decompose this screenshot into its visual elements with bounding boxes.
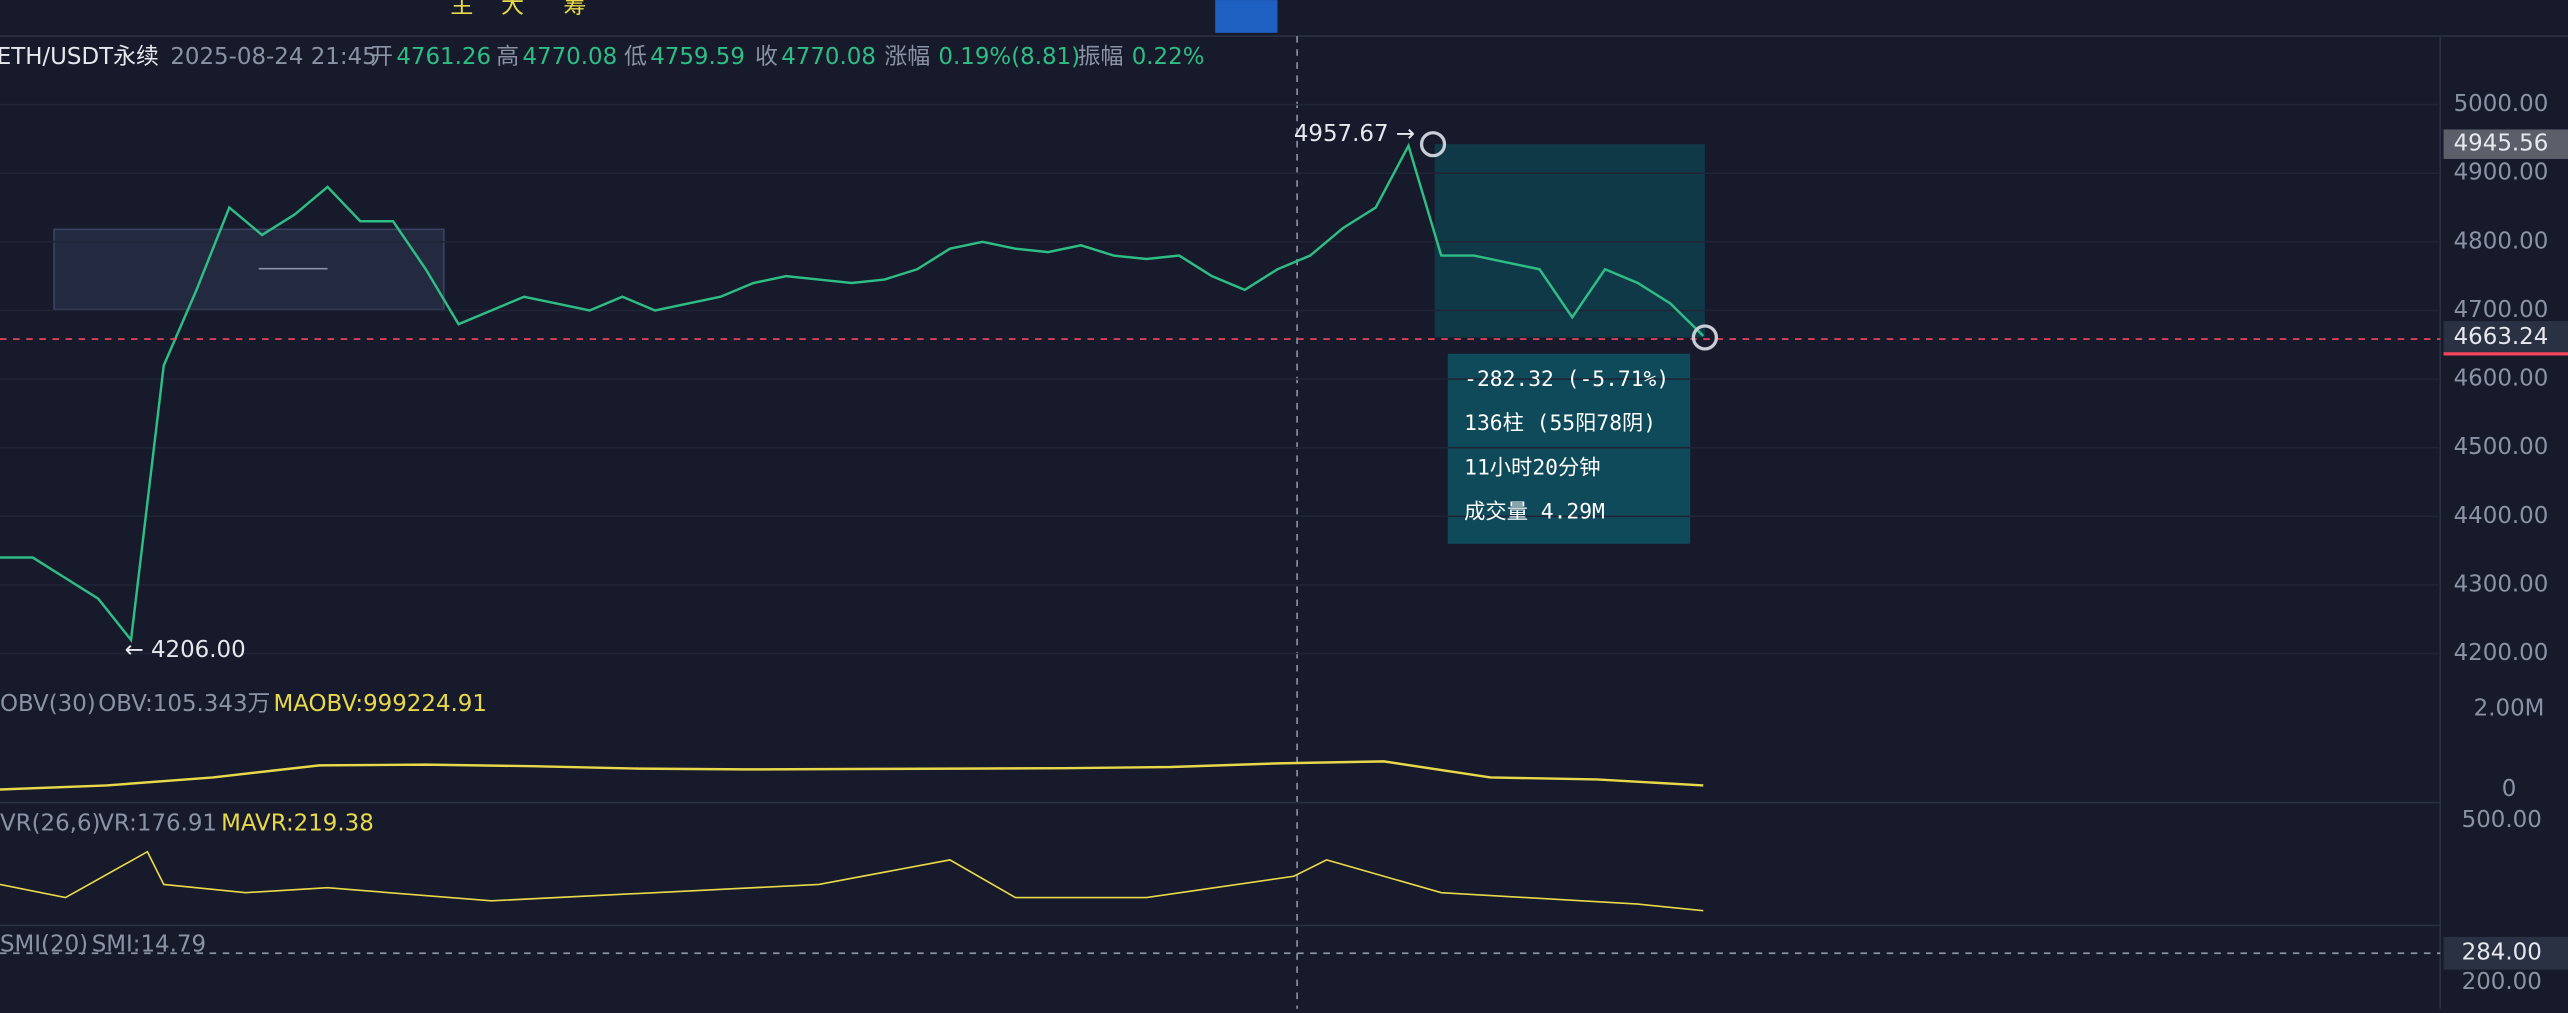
y-tick-label: 4900.00 <box>2454 160 2549 186</box>
last-price: 4945.56 <box>2454 131 2549 157</box>
ohlc-value: 4770.08 <box>781 44 876 70</box>
measure-line: 成交量 4.29M <box>1464 500 1605 525</box>
ohlc-label: 开 <box>370 44 393 70</box>
measure-line: 136柱 (55阳78阴) <box>1464 411 1656 436</box>
tool-active[interactable] <box>1215 0 1278 33</box>
ohlc-label: 高 <box>496 44 519 70</box>
obv-tick-label: 2.00M <box>2474 696 2545 722</box>
symbol[interactable]: ETH/USDT永续 <box>0 44 159 70</box>
ohlc-value: 4761.26 <box>396 44 491 70</box>
ohlc-label: 收 <box>755 44 778 70</box>
handle <box>1691 324 1719 351</box>
smi-axis-label: 200.00 <box>2462 969 2542 995</box>
vr-line <box>0 850 1704 912</box>
tool-button[interactable]: 主 <box>450 0 473 19</box>
high-label: 4957.67 → <box>1294 121 1415 147</box>
ohlc-value: 4759.59 <box>650 44 745 70</box>
price-tag <box>2443 129 2568 159</box>
tool-button[interactable]: 筹 <box>563 0 586 19</box>
measure-line: 11小时20分钟 <box>1464 455 1600 480</box>
mavr-value: MAVR:219.38 <box>221 810 374 836</box>
obv-title: OBV(30) <box>0 691 96 717</box>
price-tag <box>2443 936 2568 970</box>
obv-value: OBV:105.343万 <box>98 691 270 717</box>
ohlc-value: 0.22% <box>1132 44 1205 70</box>
y-tick-label: 4800.00 <box>2454 228 2549 254</box>
y-tick-label: 4500.00 <box>2454 434 2549 460</box>
smi-axis-label: 284.00 <box>2462 940 2542 966</box>
ohlc-value: 4770.08 <box>522 44 617 70</box>
y-tick-label: 4700.00 <box>2454 297 2549 323</box>
ohlc-label: 低 <box>624 44 647 70</box>
ohlc-label: 振幅 <box>1078 44 1124 70</box>
obv-tick-label: 0 <box>2502 776 2517 802</box>
measure-line: -282.32 (-5.71%) <box>1464 367 1669 392</box>
low-label: ← 4206.00 <box>124 637 245 663</box>
datetime: 2025-08-24 21:45 <box>170 44 376 70</box>
tool-button[interactable]: 大 <box>501 0 524 19</box>
drawing-toolbar[interactable] <box>53 228 445 311</box>
y-tick-label: 4300.00 <box>2454 571 2549 597</box>
ohlc-value: 0.19%(8.81) <box>938 44 1080 70</box>
maobv-value: MAOBV:999224.91 <box>274 691 487 717</box>
y-tick-label: 4600.00 <box>2454 366 2549 392</box>
measure-area <box>1434 144 1705 338</box>
ohlc-label: 涨幅 <box>884 44 930 70</box>
price-line <box>0 142 1705 643</box>
measure-box <box>1447 353 1691 544</box>
y-tick-label: 4400.00 <box>2454 503 2549 529</box>
cursor-price: 4663.24 <box>2454 324 2549 350</box>
vr-value: VR:176.91 <box>98 810 217 836</box>
price-tag <box>2443 321 2568 354</box>
vr-axis-label: 500.00 <box>2462 807 2542 833</box>
handle <box>1419 131 1447 158</box>
maobv-line <box>0 760 1704 791</box>
y-tick-label: 4200.00 <box>2454 640 2549 666</box>
toolbar <box>0 0 2568 37</box>
vr-title: VR(26,6) <box>0 810 100 836</box>
y-tick-label: 5000.00 <box>2454 91 2549 117</box>
